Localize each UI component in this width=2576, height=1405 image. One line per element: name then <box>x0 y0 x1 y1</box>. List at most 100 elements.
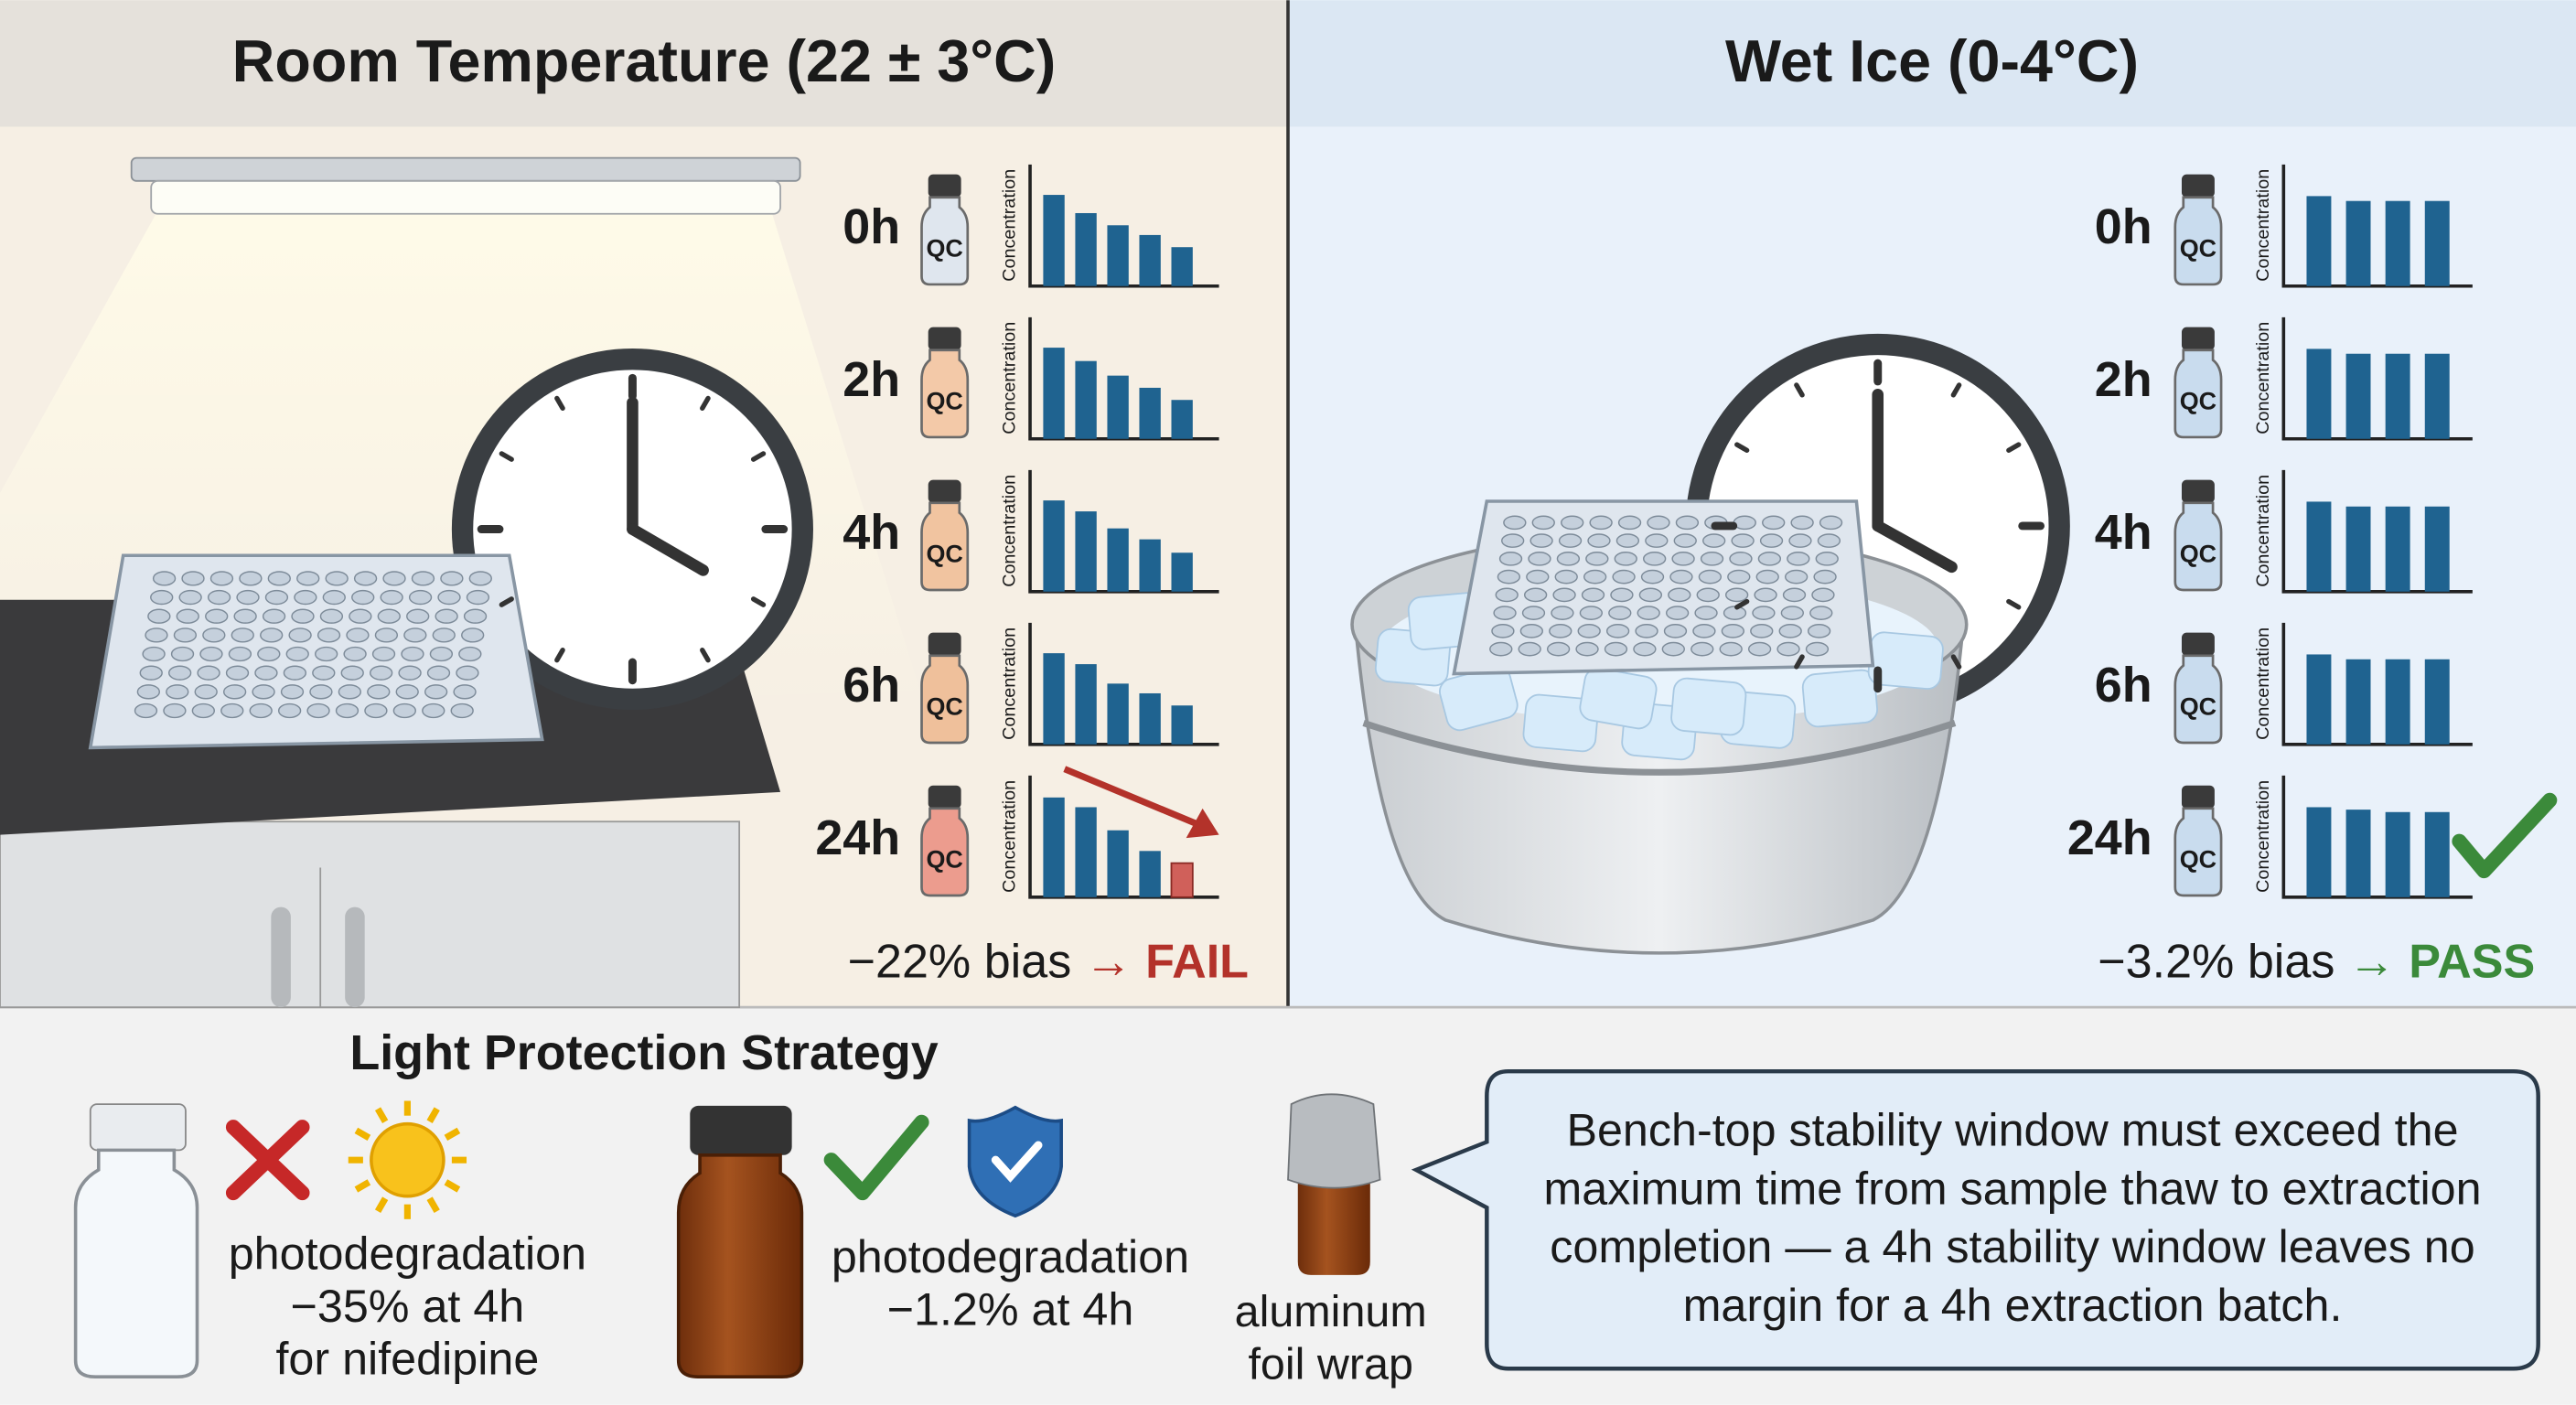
bar <box>1170 862 1194 898</box>
wells <box>134 571 492 719</box>
section-title: Light Protection Strategy <box>349 1025 938 1080</box>
well <box>197 665 220 681</box>
well <box>1551 606 1574 620</box>
item-text: photodegradation <box>229 1227 586 1279</box>
well <box>1752 606 1776 620</box>
well <box>1643 552 1667 566</box>
well <box>173 627 198 643</box>
well <box>1645 533 1669 548</box>
well <box>1489 641 1513 657</box>
sun-icon <box>348 1100 467 1219</box>
well <box>1531 515 1555 531</box>
well <box>1665 606 1690 620</box>
well <box>1661 641 1685 657</box>
well <box>335 702 360 719</box>
well <box>1815 552 1839 566</box>
well <box>1776 641 1800 657</box>
well <box>371 646 396 662</box>
well <box>1546 641 1571 657</box>
vial-label: QC <box>2180 387 2216 414</box>
well <box>1614 552 1637 566</box>
bar <box>1171 247 1193 286</box>
well <box>1635 624 1658 638</box>
well <box>456 665 479 681</box>
bias-result: −3.2% bias → PASS <box>2098 935 2535 988</box>
well <box>353 571 378 586</box>
clock-hand <box>1872 520 1958 574</box>
well <box>429 646 454 662</box>
well <box>461 627 485 643</box>
vial <box>920 196 970 286</box>
well <box>377 608 401 624</box>
clock-tick <box>2006 598 2022 610</box>
well <box>1615 533 1640 548</box>
bar <box>1075 511 1097 592</box>
well <box>1731 533 1755 548</box>
lamp-tube <box>150 179 781 215</box>
well <box>343 646 367 662</box>
well <box>1528 552 1551 566</box>
bar <box>1075 807 1097 897</box>
ice-cube <box>1522 693 1599 753</box>
shield-check <box>991 1141 1043 1183</box>
axis-label: Concentration <box>1000 475 1020 587</box>
well <box>1638 587 1663 603</box>
well <box>306 702 330 719</box>
well <box>280 684 305 700</box>
well <box>1809 606 1833 620</box>
well <box>1498 552 1523 566</box>
clock-tick <box>750 451 767 462</box>
sun-ray <box>426 1196 440 1213</box>
bar <box>1075 664 1097 745</box>
well <box>1521 606 1546 620</box>
item-text: −1.2% at 4h <box>887 1282 1134 1335</box>
well <box>1589 515 1613 531</box>
vial-cap <box>2181 479 2215 503</box>
clock-tick <box>700 395 711 412</box>
clock-tick <box>1794 382 1805 398</box>
bar <box>1043 653 1065 745</box>
well <box>309 684 333 700</box>
bar <box>2306 654 2332 745</box>
sun-ray <box>444 1127 461 1142</box>
bar <box>1139 234 1161 286</box>
well <box>322 589 346 606</box>
well <box>1811 587 1835 603</box>
well <box>1605 624 1630 638</box>
clock-tick <box>1734 598 1750 610</box>
well <box>1523 587 1548 603</box>
well <box>1668 587 1691 603</box>
well <box>380 589 403 606</box>
well <box>1750 624 1774 638</box>
well <box>1780 606 1805 620</box>
vial <box>2174 807 2223 897</box>
well <box>1497 569 1521 585</box>
well <box>1577 624 1601 638</box>
well <box>1790 515 1814 531</box>
timepoint-label: 24h <box>815 810 900 865</box>
well <box>1552 587 1576 603</box>
well <box>315 646 338 662</box>
vial-cap <box>2181 327 2215 350</box>
bar <box>1107 375 1129 439</box>
well <box>1671 552 1695 566</box>
vial-cap <box>928 174 961 198</box>
vial-label: QC <box>2180 540 2216 567</box>
clock-tick <box>750 596 767 607</box>
well <box>1518 641 1541 657</box>
sun-ray <box>444 1179 461 1193</box>
timepoint-label: 4h <box>2095 505 2152 560</box>
vial-cap <box>2181 785 2215 809</box>
well <box>136 684 161 700</box>
well <box>167 665 192 681</box>
clock-tick <box>2006 442 2022 454</box>
well <box>296 571 320 586</box>
well <box>260 627 284 643</box>
well <box>403 627 427 643</box>
well <box>1493 606 1517 620</box>
sun-ray <box>374 1196 389 1213</box>
item-text: photodegradation <box>832 1230 1189 1282</box>
well <box>220 702 244 719</box>
well <box>1805 641 1830 657</box>
well <box>236 589 260 606</box>
